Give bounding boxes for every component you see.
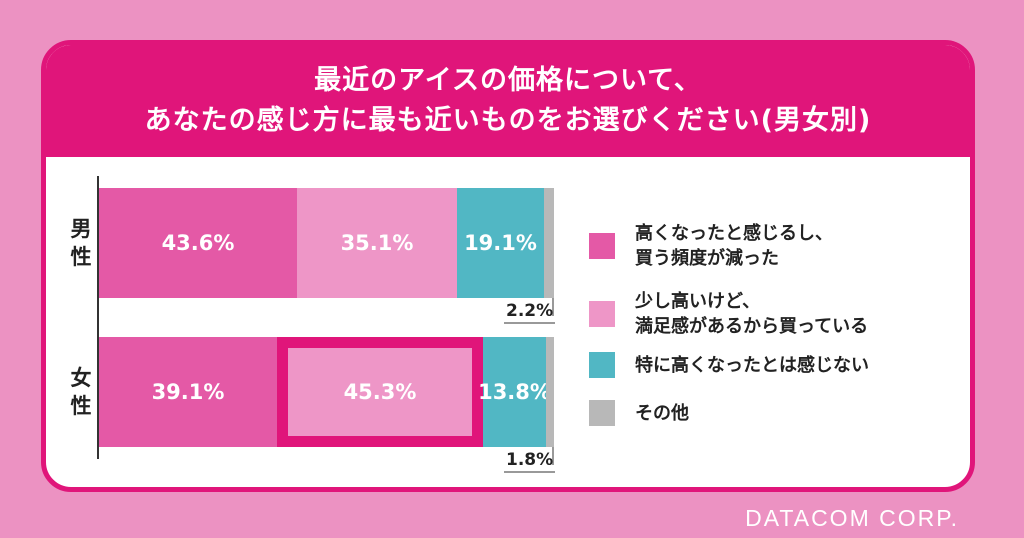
legend-label-line: 少し高いけど、 — [635, 291, 761, 312]
bar-1-2: 13.8% — [478, 337, 551, 447]
bar-value-label: 35.1% — [340, 231, 414, 255]
legend-label-line: 満足感があるから買っている — [635, 316, 869, 337]
bar-1-0: 39.1% — [99, 337, 277, 447]
bar-0-1: 35.1% — [297, 188, 457, 298]
row-label-0: 男性 — [66, 215, 96, 271]
bar-0-0: 43.6% — [99, 188, 297, 298]
other-tick-1 — [552, 447, 554, 465]
other-value-label-1: 1.8% — [504, 449, 556, 473]
legend-item-3: その他 — [589, 400, 689, 426]
bar-value-label: 45.3% — [343, 380, 417, 404]
row-label-char: 男 — [70, 217, 92, 241]
row-label-char: 性 — [70, 245, 92, 269]
bar-0-3 — [544, 188, 554, 298]
chart-title-line-1: 最近のアイスの価格について、 — [314, 65, 702, 96]
legend-swatch — [589, 233, 615, 259]
legend-label: 高くなったと感じるし、 買う頻度が減った — [635, 221, 833, 271]
legend-label-line: 高くなったと感じるし、 — [635, 223, 833, 244]
title-band: 最近のアイスの価格について、 あなたの感じ方に最も近いものをお選びください(男女… — [46, 45, 970, 157]
bar-1-1: 45.3% — [277, 337, 483, 447]
bar-value-label: 43.6% — [161, 231, 235, 255]
brand-logo: DATACOM CORP. — [745, 505, 959, 531]
other-value-label-0: 2.2% — [504, 300, 556, 324]
legend-label-line: 買う頻度が減った — [635, 248, 779, 269]
bar-value-label: 39.1% — [151, 380, 225, 404]
legend-item-2: 特に高くなったとは感じない — [589, 352, 869, 378]
legend-label-line: その他 — [635, 402, 689, 424]
bar-1-3 — [546, 337, 554, 447]
legend-swatch — [589, 400, 615, 426]
legend-label: 少し高いけど、満足感があるから買っている — [635, 289, 868, 339]
legend-swatch — [589, 352, 615, 378]
legend-label: 特に高くなったとは感じない — [635, 353, 869, 378]
bar-value-label: 19.1% — [464, 231, 537, 255]
legend-item-1: 少し高いけど、満足感があるから買っている — [589, 289, 868, 339]
legend-label: その他 — [635, 401, 689, 426]
legend-swatch — [589, 301, 615, 327]
legend-item-0: 高くなったと感じるし、 買う頻度が減った — [589, 221, 833, 271]
row-label-char: 性 — [70, 394, 92, 418]
bar-0-2: 19.1% — [457, 188, 544, 298]
other-tick-0 — [552, 298, 554, 316]
chart-card: 最近のアイスの価格について、 あなたの感じ方に最も近いものをお選びください(男女… — [41, 40, 975, 492]
row-label-char: 女 — [70, 366, 92, 390]
chart-title-line-2: あなたの感じ方に最も近いものをお選びください(男女別) — [144, 105, 872, 136]
row-label-1: 女性 — [66, 364, 96, 420]
bar-value-label: 13.8% — [478, 380, 551, 404]
bar-axis-line — [97, 176, 99, 459]
legend-label-line: 特に高くなったとは感じない — [635, 354, 869, 376]
